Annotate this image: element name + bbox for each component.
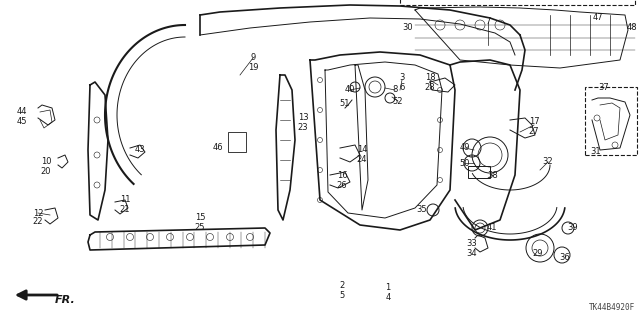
Text: 6: 6 (399, 83, 404, 92)
Text: 25: 25 (195, 222, 205, 231)
Text: 20: 20 (41, 166, 51, 175)
Text: 46: 46 (212, 143, 223, 153)
Text: 14: 14 (356, 146, 367, 155)
Text: 11: 11 (120, 196, 131, 204)
Text: 9: 9 (250, 53, 255, 62)
Text: 37: 37 (598, 84, 609, 92)
Text: FR.: FR. (55, 295, 76, 305)
Text: 18: 18 (425, 73, 435, 82)
Text: 43: 43 (134, 146, 145, 155)
Text: 52: 52 (393, 97, 403, 106)
Text: 8: 8 (392, 85, 397, 94)
Text: 27: 27 (529, 126, 540, 135)
Text: 45: 45 (17, 116, 28, 125)
Text: 1: 1 (385, 284, 390, 292)
Text: 7: 7 (485, 18, 491, 27)
Text: 13: 13 (298, 114, 308, 123)
Text: 3: 3 (399, 73, 404, 82)
Text: 4: 4 (385, 293, 390, 302)
Text: 16: 16 (337, 172, 348, 180)
Text: 10: 10 (41, 157, 51, 166)
Text: 39: 39 (568, 223, 579, 233)
Text: 48: 48 (627, 23, 637, 33)
Text: 28: 28 (425, 83, 435, 92)
Text: 41: 41 (487, 222, 497, 231)
Text: 51: 51 (340, 99, 350, 108)
Text: 33: 33 (467, 238, 477, 247)
Text: 21: 21 (120, 204, 131, 213)
Text: 34: 34 (467, 250, 477, 259)
Bar (228, 132, 246, 152)
Bar (585, 87, 637, 155)
Text: 19: 19 (248, 62, 259, 71)
Text: 40: 40 (345, 85, 355, 94)
Text: 30: 30 (403, 23, 413, 33)
Text: 49: 49 (460, 143, 470, 153)
Text: 32: 32 (543, 157, 554, 166)
Text: 31: 31 (591, 148, 602, 156)
Text: 17: 17 (529, 117, 540, 126)
Bar (400, 0, 635, 5)
Text: 29: 29 (532, 250, 543, 259)
Text: 47: 47 (593, 13, 604, 22)
Text: 2: 2 (339, 281, 344, 290)
Text: 15: 15 (195, 213, 205, 222)
Text: 5: 5 (339, 291, 344, 300)
Bar (468, 166, 490, 178)
Text: 24: 24 (356, 156, 367, 164)
Text: 26: 26 (337, 181, 348, 190)
Text: TK44B4920F: TK44B4920F (589, 303, 635, 312)
Text: 50: 50 (460, 158, 470, 167)
Text: 12: 12 (33, 209, 44, 218)
Text: 22: 22 (33, 218, 44, 227)
Text: 23: 23 (298, 123, 308, 132)
Text: 36: 36 (559, 253, 570, 262)
Text: 44: 44 (17, 108, 28, 116)
Text: 35: 35 (417, 205, 428, 214)
Text: 38: 38 (488, 171, 499, 180)
